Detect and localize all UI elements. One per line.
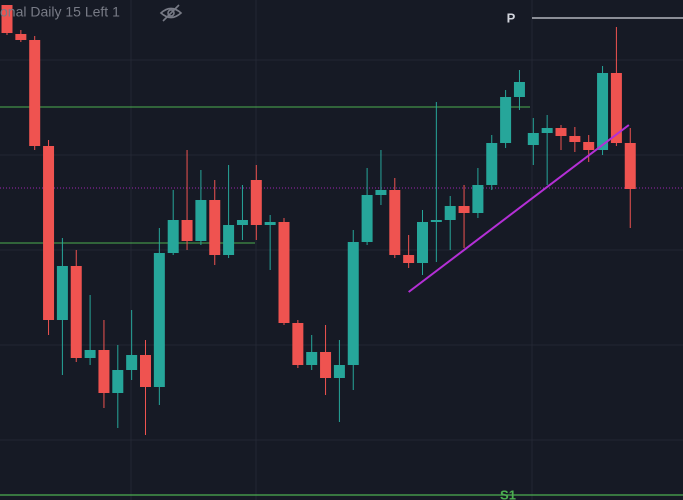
candle-body [98, 350, 110, 393]
candle-body [513, 82, 525, 97]
indicator-title: onal Daily 15 Left 1 [0, 4, 120, 20]
candle-body [500, 97, 512, 143]
candle-body [555, 128, 567, 136]
candle-body [181, 220, 193, 241]
candle-body [375, 190, 387, 195]
candle-body [569, 136, 581, 142]
candle-body [140, 355, 151, 387]
candle-body [167, 220, 179, 253]
candle-body [15, 34, 27, 40]
candle-body [347, 242, 359, 365]
candle-body [624, 143, 636, 189]
candle-body [610, 73, 622, 143]
candle-body [320, 352, 332, 378]
candle-body [209, 200, 221, 255]
candle-body [223, 225, 235, 255]
candle-body [195, 200, 207, 241]
candle-body [527, 133, 539, 145]
candle-body [306, 352, 318, 365]
candle-body [84, 350, 96, 358]
pivot-label: P [507, 10, 516, 25]
candle-body [112, 370, 124, 393]
candle-body [29, 40, 41, 146]
candle-body [333, 365, 345, 378]
candle-body [541, 128, 553, 133]
candle-body [430, 220, 442, 222]
candle-body [43, 146, 55, 320]
candle-body [250, 180, 262, 225]
candle-body [403, 255, 415, 263]
candle-body [264, 222, 276, 225]
candle-body [597, 73, 609, 150]
trendline [408, 124, 630, 293]
candle-body [292, 323, 304, 365]
candle-body [583, 142, 595, 150]
pivot-label: S1 [500, 487, 516, 500]
candle-body [70, 266, 82, 358]
candle-body [486, 143, 498, 185]
candle-body [389, 190, 401, 255]
candle-body [153, 253, 165, 387]
candle-body [236, 220, 248, 225]
candle-body [458, 206, 470, 213]
candle-body [1, 5, 13, 33]
candle-body [278, 222, 290, 323]
candle-body [417, 222, 428, 263]
candle-body [444, 206, 456, 220]
hide-icon[interactable] [159, 4, 183, 22]
candle-body [56, 266, 68, 320]
candle-body [472, 185, 484, 213]
candle-body [361, 195, 373, 242]
candle-body [126, 355, 138, 370]
